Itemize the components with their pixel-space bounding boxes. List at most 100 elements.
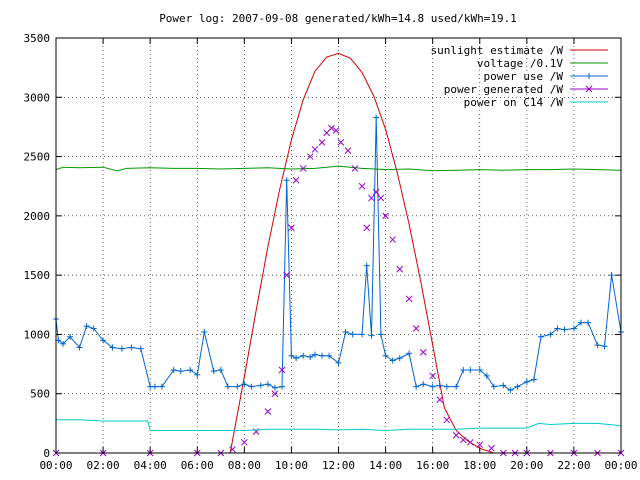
data-point-plus — [170, 367, 177, 373]
data-point-plus — [436, 382, 443, 389]
data-point-plus — [554, 325, 561, 332]
data-point-plus — [300, 352, 307, 359]
x-tick-label: 00:00 — [39, 459, 72, 472]
data-point-plus — [460, 367, 467, 373]
data-point-plus — [217, 367, 224, 373]
data-point-plus — [483, 372, 490, 379]
data-point-cross — [283, 271, 291, 279]
data-point-plus — [201, 329, 208, 336]
data-point-plus — [530, 376, 537, 383]
data-point-plus — [406, 350, 413, 357]
data-point-plus — [342, 329, 349, 336]
legend-label: voltage /0.1V — [477, 57, 563, 70]
data-point-cross — [337, 138, 345, 146]
data-point-plus — [210, 368, 217, 375]
data-point-cross — [332, 127, 340, 134]
data-point-plus — [359, 331, 366, 338]
data-point-cross — [377, 194, 385, 202]
y-tick-label: 0 — [43, 447, 50, 460]
data-point-cross — [351, 165, 359, 172]
data-point-plus — [500, 382, 507, 389]
data-point-plus — [319, 352, 326, 359]
data-point-plus — [514, 383, 521, 390]
data-point-plus — [118, 345, 125, 352]
data-point-plus — [577, 319, 584, 326]
data-point-plus — [476, 367, 483, 373]
legend-label: power generated /W — [444, 83, 564, 96]
data-point-cross — [328, 124, 335, 132]
data-point-plus — [60, 340, 67, 347]
data-point-cross — [412, 325, 420, 332]
legend-label: power use /W — [484, 70, 564, 83]
x-tick-label: 02:00 — [87, 459, 120, 472]
data-point-plus — [396, 355, 403, 362]
data-point-plus — [293, 355, 300, 362]
data-point-plus — [561, 326, 568, 333]
data-point-plus — [90, 325, 97, 332]
data-point-plus — [311, 351, 318, 358]
data-point-plus — [594, 342, 601, 349]
data-point-plus — [224, 383, 231, 390]
data-point-plus — [100, 337, 107, 344]
data-point-plus — [326, 352, 333, 359]
data-point-plus — [234, 383, 241, 390]
data-point-cross — [278, 366, 286, 374]
data-point-plus — [382, 352, 389, 359]
data-point-plus — [177, 368, 184, 375]
x-tick-label: 08:00 — [228, 459, 261, 472]
data-point-plus — [429, 383, 436, 390]
data-point-cross — [466, 438, 474, 446]
series-layer — [52, 52, 625, 457]
legend-marker — [585, 85, 593, 93]
data-point-plus — [585, 319, 592, 326]
data-point-cross — [271, 390, 279, 398]
series-line — [55, 165, 622, 172]
data-point-plus — [349, 331, 356, 338]
data-point-cross — [382, 212, 389, 220]
data-point-cross — [264, 408, 272, 415]
data-point-cross — [240, 438, 248, 446]
x-tick-label: 14:00 — [369, 459, 402, 472]
data-point-plus — [537, 333, 544, 340]
data-point-plus — [109, 344, 116, 351]
data-point-plus — [368, 332, 375, 339]
data-point-plus — [490, 383, 497, 390]
chart-title: Power log: 2007-09-08 generated/kWh=14.8… — [159, 12, 517, 25]
data-point-cross — [363, 224, 371, 232]
data-point-cross — [419, 348, 427, 356]
data-point-cross — [476, 441, 484, 449]
data-point-plus — [158, 383, 165, 390]
y-tick-label: 500 — [30, 388, 50, 401]
data-point-plus — [187, 367, 194, 373]
data-point-plus — [363, 262, 370, 269]
data-point-plus — [137, 345, 144, 352]
legend-marker — [586, 73, 592, 79]
data-point-cross — [389, 236, 396, 243]
data-point-plus — [83, 323, 90, 330]
data-point-cross — [288, 224, 295, 232]
series-2 — [53, 114, 624, 394]
data-point-cross — [318, 138, 326, 146]
data-point-cross — [229, 446, 236, 453]
data-point-plus — [283, 177, 290, 184]
data-point-cross — [299, 165, 307, 172]
data-point-plus — [443, 383, 450, 390]
data-point-plus — [547, 331, 554, 338]
data-point-cross — [488, 444, 495, 452]
data-point-plus — [467, 367, 474, 373]
data-point-plus — [279, 383, 285, 390]
data-point-plus — [76, 344, 83, 351]
data-point-plus — [128, 344, 135, 351]
data-point-plus — [335, 359, 342, 366]
x-tick-label: 16:00 — [416, 459, 449, 472]
data-point-plus — [453, 383, 460, 390]
data-point-plus — [601, 343, 608, 350]
x-tick-label: 18:00 — [463, 459, 496, 472]
data-point-cross — [429, 372, 437, 380]
data-point-cross — [443, 416, 451, 424]
series-line — [56, 419, 622, 432]
x-tick-label: 00:00 — [604, 459, 637, 472]
y-tick-label: 3000 — [24, 91, 51, 104]
data-point-plus — [507, 387, 514, 394]
